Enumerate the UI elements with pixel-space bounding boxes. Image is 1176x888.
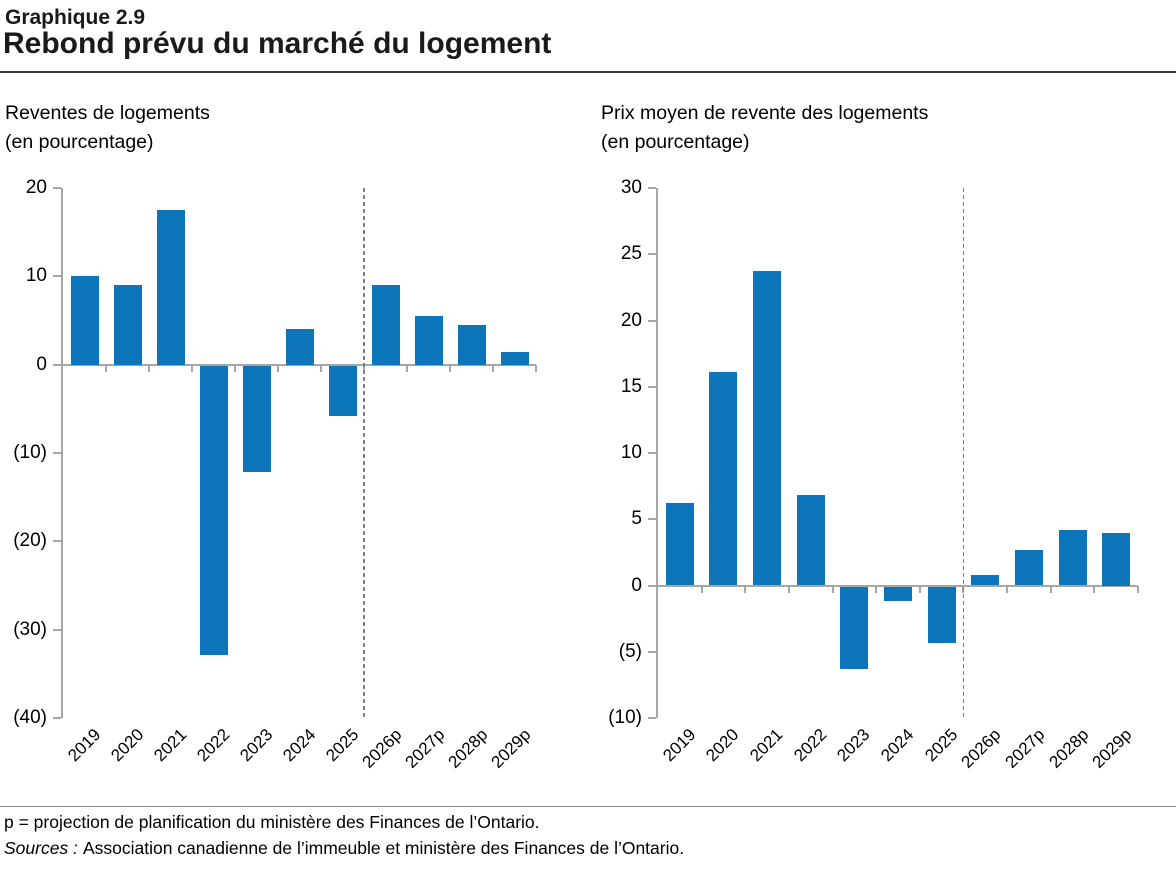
x-tick-mark: [1006, 585, 1009, 593]
bar-2023: [242, 365, 271, 472]
y-tick-label: 20: [620, 309, 642, 331]
y-tick-mark: [648, 584, 656, 587]
y-tick-label: 15: [620, 375, 642, 397]
zero-line: [63, 363, 536, 366]
y-tick-mark: [53, 628, 61, 631]
y-tick-label: (10): [608, 707, 642, 728]
y-tick-label: (30): [13, 618, 47, 640]
x-tick-mark: [831, 585, 834, 593]
y-tick-mark: [53, 717, 61, 719]
y-tick-label: 10: [620, 442, 642, 463]
zero-line: [658, 584, 1138, 587]
x-tick-mark: [1137, 585, 1139, 593]
left-chart-unit: (en pourcentage): [5, 131, 154, 153]
x-tick-mark: [787, 585, 790, 593]
right-chart-subtitle: Prix moyen de revente des logements (en …: [601, 99, 928, 157]
y-tick-mark: [53, 363, 61, 366]
header-divider: [0, 71, 1176, 73]
right-chart-title: Prix moyen de revente des logements: [601, 102, 929, 124]
y-tick-mark: [53, 187, 61, 189]
bar-2022: [199, 365, 228, 656]
y-tick-label: (20): [13, 530, 47, 552]
left-chart-title: Reventes de logements: [5, 102, 210, 124]
x-tick-mark: [449, 364, 451, 372]
y-tick-mark: [648, 385, 656, 388]
y-tick-mark: [648, 650, 656, 653]
bar-2026p: [371, 285, 400, 365]
x-tick-mark: [1093, 585, 1096, 593]
sources-text: Association canadienne de l’immeuble et …: [82, 838, 685, 858]
bar-2025: [927, 586, 956, 644]
y-tick-label: (5): [618, 640, 642, 662]
x-tick-mark: [744, 585, 747, 593]
bar-2028p: [1058, 529, 1087, 586]
bar-2019: [665, 503, 694, 586]
figure-title: Rebond prévu du marché du logement: [3, 27, 552, 60]
bar-2029p: [1102, 532, 1131, 586]
bar-2020: [709, 372, 738, 586]
y-tick-mark: [53, 275, 61, 278]
right-chart-unit: (en pourcentage): [601, 131, 750, 153]
y-tick-label: 20: [25, 177, 47, 198]
y-axis-line: [61, 188, 63, 718]
bar-2027p: [414, 316, 443, 365]
x-tick-mark: [700, 585, 703, 593]
y-tick-mark: [648, 518, 656, 521]
x-tick-mark: [191, 364, 193, 372]
x-tick-mark: [148, 364, 150, 372]
figure-number: Graphique 2.9: [5, 6, 146, 29]
sources-line: Sources : Association canadienne de l’imm…: [4, 838, 684, 859]
bar-2022: [796, 495, 825, 586]
bar-2027p: [1014, 549, 1043, 586]
forecast-divider: [363, 188, 365, 718]
y-tick-label: 25: [620, 243, 642, 265]
y-tick-mark: [648, 253, 656, 256]
bar-2028p: [457, 324, 486, 365]
x-tick-mark: [492, 364, 494, 372]
bar-2019: [70, 276, 99, 365]
bar-2026p: [971, 574, 1000, 586]
x-tick-mark: [234, 364, 236, 372]
y-tick-label: (10): [13, 442, 47, 463]
bar-2024: [884, 586, 912, 602]
y-tick-mark: [648, 187, 656, 189]
bar-2020: [113, 285, 142, 365]
footer-divider: [0, 806, 1176, 807]
sources-label: Sources :: [4, 838, 78, 858]
x-tick-mark: [406, 364, 408, 372]
x-tick-mark: [105, 364, 107, 372]
y-tick-mark: [53, 452, 61, 454]
y-tick-label: 30: [620, 177, 642, 198]
left-chart-subtitle: Reventes de logements (en pourcentage): [5, 99, 210, 157]
x-tick-mark: [535, 364, 537, 372]
x-tick-mark: [1049, 585, 1052, 593]
y-tick-mark: [648, 717, 656, 719]
y-tick-label: 10: [25, 265, 47, 287]
bar-2024: [285, 329, 314, 365]
y-axis-line: [656, 188, 658, 718]
x-tick-mark: [320, 364, 322, 372]
bar-2023: [840, 586, 869, 669]
x-tick-mark: [875, 585, 878, 593]
bar-2029p: [500, 352, 529, 365]
projection-footnote: p = projection de planification du minis…: [4, 812, 540, 832]
bar-2025: [328, 365, 357, 416]
y-tick-label: 5: [631, 508, 642, 530]
y-tick-label: 0: [36, 353, 47, 375]
y-tick-mark: [53, 540, 61, 543]
y-tick-label: (40): [13, 707, 47, 728]
y-tick-mark: [648, 319, 656, 322]
bar-2021: [753, 271, 782, 586]
x-tick-mark: [277, 364, 279, 372]
y-tick-label: 0: [631, 574, 642, 596]
x-tick-mark: [918, 585, 921, 593]
y-tick-mark: [648, 452, 656, 454]
forecast-divider: [962, 188, 965, 718]
bar-2021: [156, 210, 185, 365]
right-chart-plot: 30 25 20 15 10 5 0 (5) (10) 2019 2020 2021 2022 2023 2…: [608, 177, 1139, 772]
left-chart-plot: 20 10 0 (10) (20) (30) (40) 2019 2020 2021 2022 202…: [13, 177, 537, 772]
